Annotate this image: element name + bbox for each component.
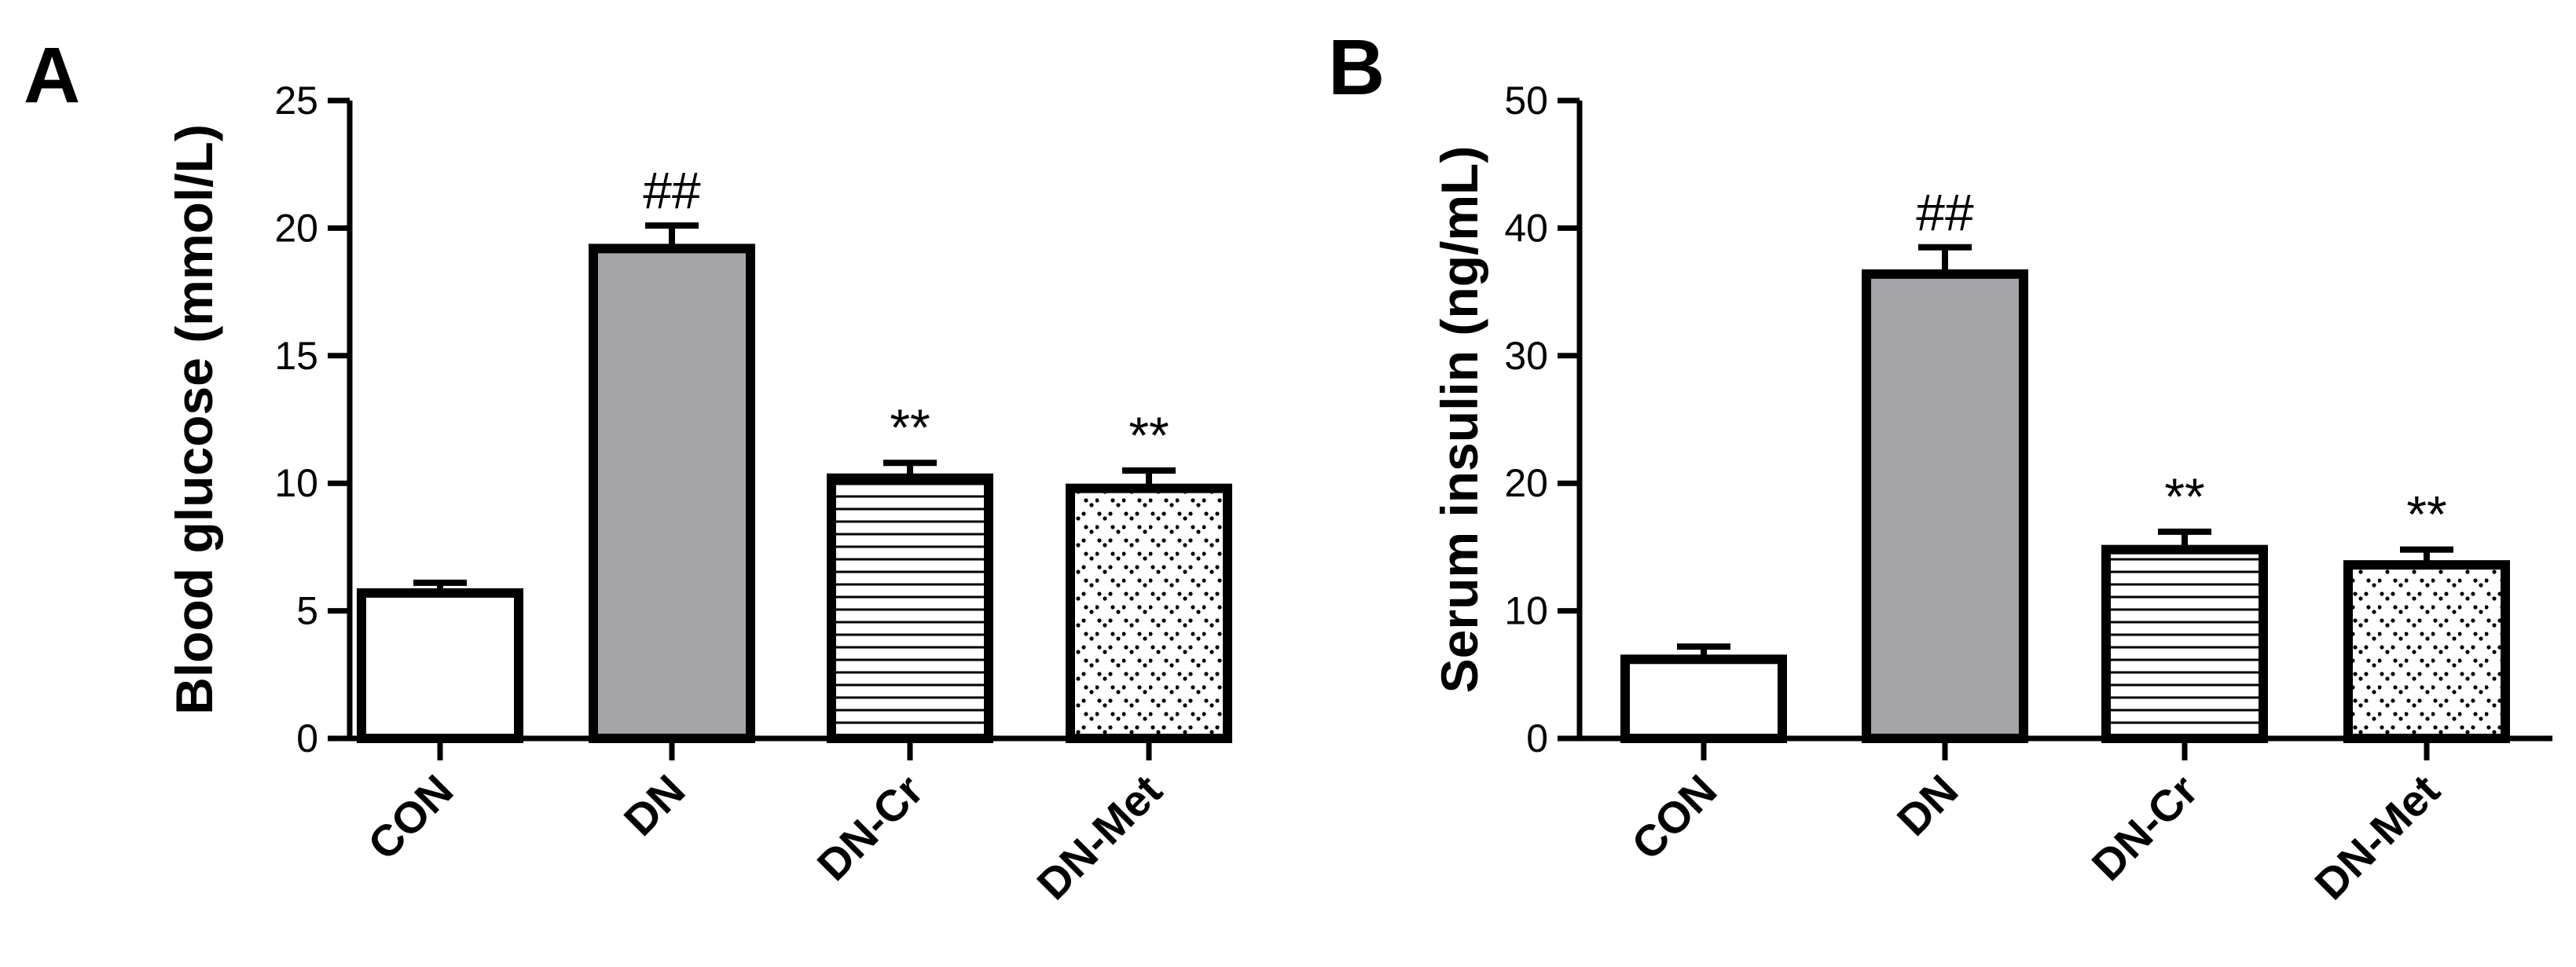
significance-label: ##: [1916, 183, 1974, 241]
y-tick-label: 5: [296, 589, 318, 633]
y-tick-label: 30: [1504, 334, 1548, 378]
x-tick-label-con: CON: [1622, 765, 1727, 870]
x-tick-label-dn-met: DN-Met: [2305, 765, 2449, 909]
x-tick-label-dn-met: DN-Met: [1027, 765, 1171, 909]
y-axis-label: Blood glucose (mmol/L): [165, 124, 223, 715]
x-tick-label-dn: DN: [1888, 765, 1968, 845]
bar-dn-cr: [2101, 544, 2268, 744]
bar-dn-met: [1066, 483, 1232, 743]
y-tick-label: 0: [1526, 716, 1548, 760]
y-tick-label: 10: [1504, 589, 1548, 633]
significance-label: **: [890, 398, 930, 456]
y-tick-label: 20: [1504, 461, 1548, 505]
x-tick-label-con: CON: [358, 765, 463, 870]
y-tick-label: 0: [296, 716, 318, 760]
bar-dn-met: [2343, 560, 2510, 743]
x-tick-label-dn-cr: DN-Cr: [808, 765, 933, 890]
significance-label: **: [1128, 406, 1169, 464]
y-tick-label: 40: [1504, 206, 1548, 250]
bar-con: [1620, 654, 1787, 744]
significance-label: **: [2164, 467, 2204, 526]
bar-con: [357, 588, 523, 744]
y-tick-label: 50: [1504, 79, 1548, 123]
panel-letter: B: [1328, 24, 1385, 112]
y-tick-label: 15: [274, 334, 318, 378]
panel-letter: A: [24, 31, 80, 119]
bar-dn: [1862, 269, 2028, 743]
chart-panel-b: B Serum insulin (ng/mL) 0 10 20 30 40 50 CON DN ##…: [1328, 24, 2552, 909]
bar-dn-cr: [827, 473, 993, 743]
y-tick-label: 10: [274, 461, 318, 505]
x-tick-label-dn: DN: [615, 765, 695, 845]
significance-label: **: [2406, 485, 2446, 544]
y-tick-label: 25: [274, 79, 318, 123]
y-tick-label: 20: [274, 206, 318, 250]
bar-dn: [589, 244, 755, 744]
x-tick-label-dn-cr: DN-Cr: [2082, 765, 2207, 890]
significance-label: ##: [643, 161, 701, 219]
chart-panel-a: A Blood glucose (mmol/L) 0 5 10 15 20 25 CON DN ##…: [24, 31, 1232, 909]
y-axis-label: Serum insulin (ng/mL): [1430, 146, 1488, 694]
